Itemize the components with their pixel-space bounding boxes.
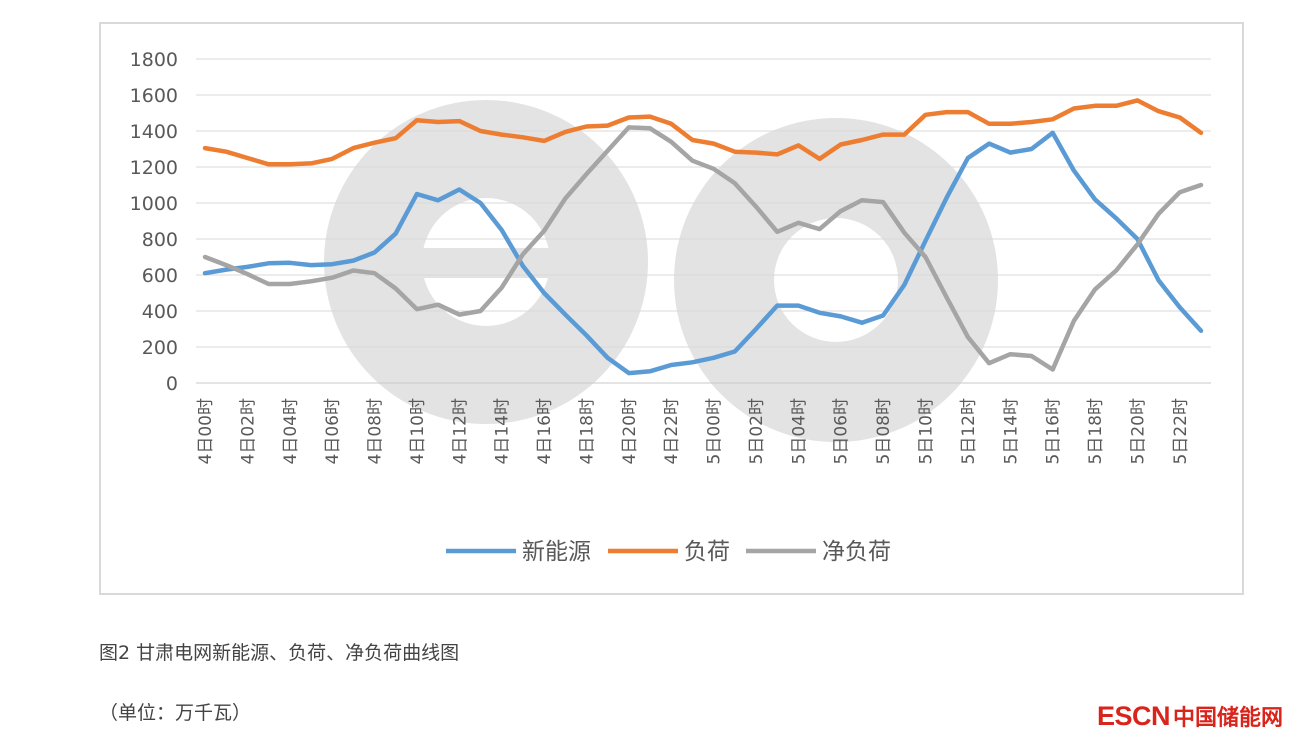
legend-label: 新能源 xyxy=(522,539,591,565)
x-tick-label: 4日10时 xyxy=(408,398,428,464)
escn-logo: ESCN 中国储能网 xyxy=(1097,700,1283,732)
line-chart: 0 200 400 600 800 1000 1200 1400 1600 1800 4日00时 4日… xyxy=(130,49,1211,565)
y-tick-label: 1800 xyxy=(130,49,178,71)
x-tick-label: 5日16时 xyxy=(1044,398,1064,464)
x-tick-label: 5日20时 xyxy=(1128,398,1148,464)
x-tick-label: 5日02时 xyxy=(747,398,767,464)
y-tick-label: 600 xyxy=(142,265,178,287)
x-tick-label: 4日20时 xyxy=(620,398,640,464)
legend-label: 负荷 xyxy=(684,539,730,565)
y-tick-label: 1400 xyxy=(130,121,178,143)
x-tick-label: 5日12时 xyxy=(959,398,979,464)
x-tick-label: 5日00时 xyxy=(705,398,725,464)
x-tick-label: 5日06时 xyxy=(832,398,852,464)
y-tick-label: 1000 xyxy=(130,193,178,215)
unit-note: （单位：万千瓦） xyxy=(99,702,252,724)
figure-caption: 图2 甘肃电网新能源、负荷、净负荷曲线图 xyxy=(99,642,460,664)
x-tick-label: 4日08时 xyxy=(366,398,386,464)
x-tick-label: 4日14时 xyxy=(493,398,513,464)
watermark-e-bar xyxy=(336,248,636,278)
series-line-0 xyxy=(202,130,1204,376)
watermark-o xyxy=(673,117,998,443)
x-tick-label: 4日22时 xyxy=(662,398,682,464)
x-tick-label: 4日06时 xyxy=(323,398,343,464)
y-tick-label: 200 xyxy=(142,337,178,359)
logo-cjk-text: 中国储能网 xyxy=(1172,706,1283,731)
series-line-2 xyxy=(202,125,1204,372)
y-tick-label: 800 xyxy=(142,229,178,251)
x-tick-label: 4日18时 xyxy=(577,398,597,464)
y-tick-label: 1600 xyxy=(130,85,178,107)
y-tick-label: 0 xyxy=(166,373,178,395)
x-tick-label: 5日10时 xyxy=(917,398,937,464)
x-tick-label: 4日12时 xyxy=(450,398,470,464)
series-line-1 xyxy=(202,98,1204,167)
x-tick-label: 4日04时 xyxy=(281,398,301,464)
x-tick-label: 4日02时 xyxy=(238,398,258,464)
logo-latin-text: ESCN xyxy=(1096,701,1171,731)
chart-frame: 0 200 400 600 800 1000 1200 1400 1600 1800 4日00时 4日… xyxy=(99,22,1244,595)
watermark-e xyxy=(324,100,648,424)
x-tick-label: 4日00时 xyxy=(196,398,216,464)
x-tick-label: 5日22时 xyxy=(1171,398,1191,464)
x-tick-label: 5日14时 xyxy=(1001,398,1021,464)
x-tick-label: 5日08时 xyxy=(874,398,894,464)
x-tick-label: 5日04时 xyxy=(789,398,809,464)
x-tick-label: 4日16时 xyxy=(535,398,555,464)
legend-label: 净负荷 xyxy=(822,539,891,565)
y-tick-label: 1200 xyxy=(130,157,178,179)
x-tick-label: 5日18时 xyxy=(1086,398,1106,464)
y-tick-label: 400 xyxy=(142,301,178,323)
